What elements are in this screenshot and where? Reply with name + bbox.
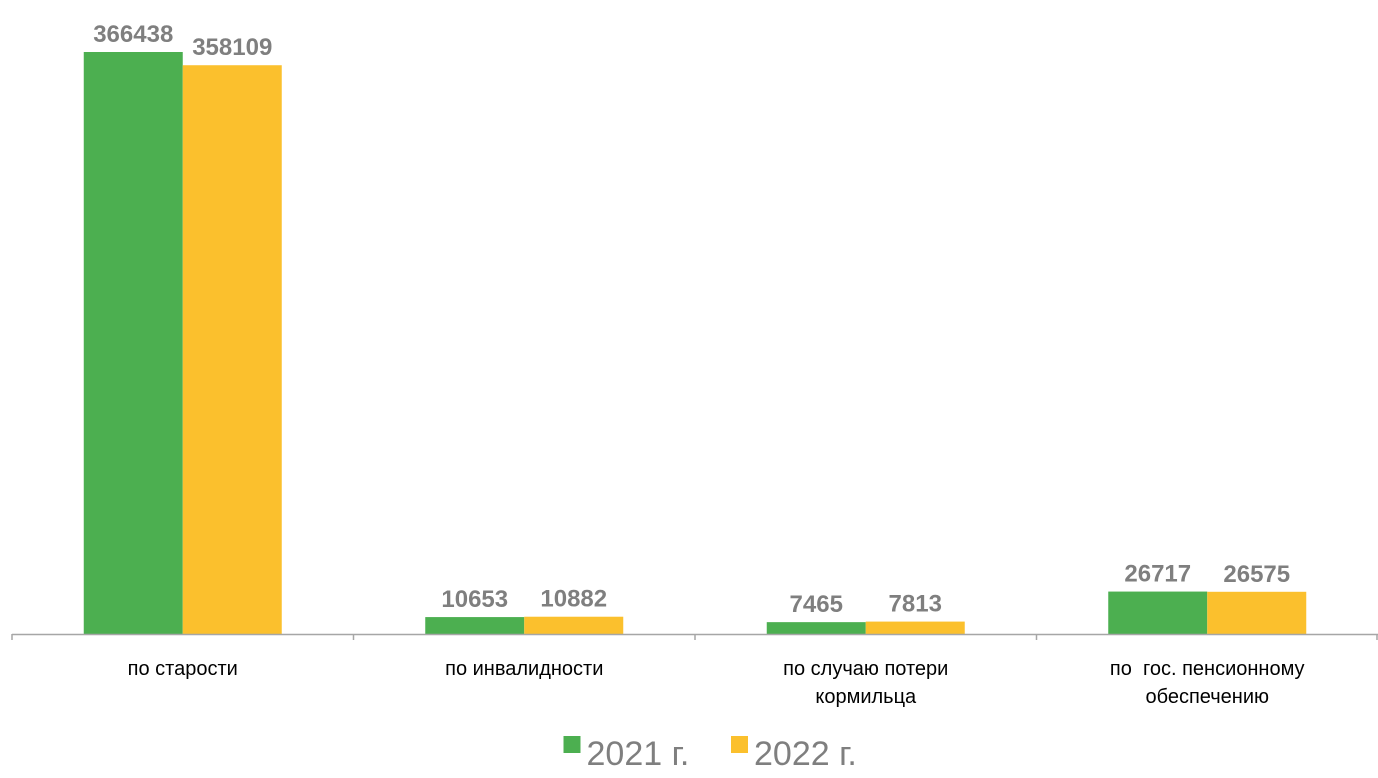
category-label: по гос. пенсионному xyxy=(1110,658,1305,680)
data-label: 7813 xyxy=(889,591,942,618)
bar-series-1-cat-2 xyxy=(425,617,525,634)
category-labels: по старости по инвалидности по случаю поте… xyxy=(128,658,1305,708)
legend: 2021 г. 2022 г. xyxy=(563,735,857,773)
legend-label: 2022 г. xyxy=(754,735,857,773)
legend-swatch xyxy=(731,736,748,753)
data-label: 10653 xyxy=(441,586,508,613)
category-label: по старости xyxy=(128,658,238,680)
bar-series-2-cat-4 xyxy=(1207,591,1307,634)
category-label: по случаю потери xyxy=(783,658,948,680)
data-label: 366438 xyxy=(93,21,173,48)
category-label: по инвалидности xyxy=(445,658,603,680)
x-axis xyxy=(11,633,1378,640)
category-label: обеспечению xyxy=(1145,686,1269,708)
data-label: 7465 xyxy=(790,591,843,618)
bars-layer xyxy=(83,52,1307,635)
legend-swatch xyxy=(563,736,581,753)
bar-series-2-cat-1 xyxy=(182,65,282,635)
data-label: 26575 xyxy=(1223,561,1290,588)
bar-series-1-cat-3 xyxy=(766,622,866,634)
data-labels-layer: 366438 358109 10653 10882 7465 7813 26717 26575 xyxy=(93,21,1290,618)
category-label: кормильца xyxy=(815,686,917,708)
data-label: 358109 xyxy=(192,34,272,61)
data-label: 26717 xyxy=(1124,561,1191,588)
bar-series-2-cat-3 xyxy=(865,621,965,634)
data-label: 10882 xyxy=(540,586,607,613)
bar-series-1-cat-4 xyxy=(1108,591,1208,634)
legend-label: 2021 г. xyxy=(587,735,690,773)
bar-series-1-cat-1 xyxy=(83,52,183,634)
bar-series-2-cat-2 xyxy=(524,616,624,634)
